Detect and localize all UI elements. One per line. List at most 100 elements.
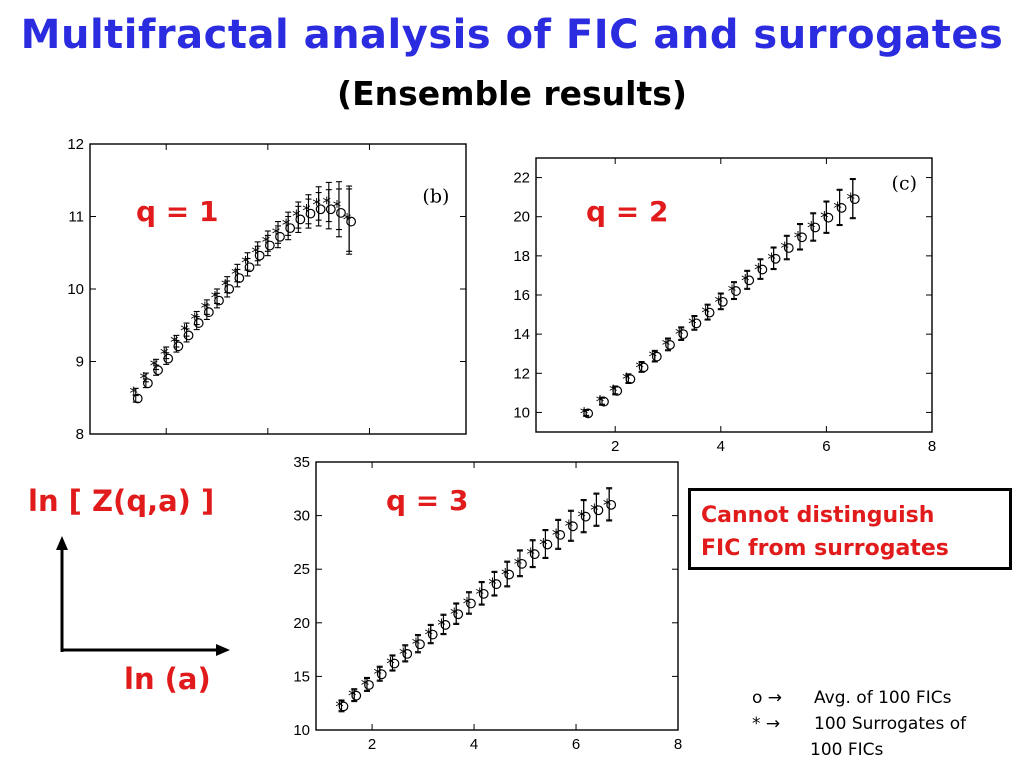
data-point-star: * (564, 517, 574, 537)
data-point-circle (770, 253, 781, 264)
y-tick-label: 20 (293, 615, 310, 632)
data-point-circle (440, 620, 451, 630)
data-point-star: * (334, 697, 344, 717)
data-point-star: * (301, 201, 311, 221)
callout-line-1: Cannot distinguish (701, 503, 935, 528)
data-point-star: * (190, 310, 200, 330)
data-point-circle (254, 250, 265, 261)
data-point-star: * (538, 535, 548, 555)
y-tick-label: 8 (76, 426, 84, 443)
data-point-star: * (200, 299, 210, 319)
y-tick-label: 12 (67, 136, 84, 153)
data-point-circle (678, 329, 689, 340)
y-tick-label: 14 (513, 326, 530, 343)
data-point-circle (285, 223, 296, 233)
data-point-circle (336, 207, 346, 218)
chart-q2: 10 12 14 16 18 20 22 2 4 6 8 * * * * * * * * * * * * * * * * * * * * *(… (513, 148, 948, 468)
data-point-circle (717, 296, 728, 307)
data-point-circle (305, 208, 316, 219)
data-point-star: * (360, 676, 370, 696)
data-point-circle (214, 295, 224, 306)
data-point-star: * (500, 565, 510, 585)
data-point-star: * (411, 635, 421, 655)
data-point-star: * (608, 382, 618, 402)
y-tick-label: 15 (293, 668, 310, 685)
data-point-circle (315, 204, 326, 215)
data-point-star: * (230, 265, 240, 285)
data-point-star: * (149, 356, 159, 376)
y-tick-label: 18 (513, 248, 530, 265)
data-point-circle (478, 588, 489, 599)
data-point-circle (529, 549, 540, 560)
data-point-circle (836, 203, 847, 213)
data-point-star: * (589, 501, 599, 521)
data-point-circle (466, 598, 476, 609)
y-tick-label: 9 (76, 354, 84, 371)
data-point-star: * (398, 645, 408, 665)
y-tick-label: 12 (513, 365, 530, 382)
data-point-star: * (526, 545, 536, 565)
data-point-star: * (766, 250, 776, 270)
panel-label: (b) (422, 186, 449, 208)
plot-frame (315, 461, 679, 731)
data-point-star: * (342, 211, 352, 231)
data-point-circle (797, 232, 807, 243)
data-point-star: * (551, 526, 561, 546)
data-point-star: * (210, 288, 220, 308)
data-point-circle (606, 499, 617, 510)
data-point-circle (849, 194, 860, 204)
data-point-star: * (579, 404, 589, 424)
data-point-star: * (687, 314, 697, 334)
data-point-star: * (740, 271, 750, 291)
data-point-star: * (595, 393, 605, 413)
data-point-star: * (436, 616, 446, 636)
data-point-star: * (332, 198, 342, 218)
data-point-circle (244, 262, 255, 273)
data-point-circle (517, 558, 527, 569)
data-point-circle (704, 307, 715, 318)
data-point-circle (665, 340, 675, 350)
data-point-circle (153, 365, 163, 376)
slide-title: Multifractal analysis of FIC and surroga… (20, 12, 1004, 58)
data-point-star: * (634, 358, 644, 378)
x-tick-label: 8 (928, 438, 936, 455)
y-tick-label: 25 (293, 561, 310, 578)
data-point-star: * (806, 219, 816, 239)
data-point-star: * (169, 333, 179, 353)
y-tick-label: 10 (67, 281, 84, 298)
y-tick-label: 16 (513, 287, 530, 304)
data-point-circle (491, 579, 502, 590)
x-tick-label: 2 (368, 736, 376, 753)
y-tick-label: 22 (513, 170, 530, 187)
data-point-circle (295, 214, 306, 225)
marker-legend: o → Avg. of 100 FICs * → 100 Surrogates of… (752, 685, 966, 763)
data-point-star: * (727, 282, 737, 302)
data-point-circle (234, 273, 245, 284)
y-tick-label: 10 (293, 722, 310, 739)
data-point-circle (325, 204, 336, 215)
data-point-star: * (240, 253, 250, 273)
data-point-star: * (251, 243, 261, 263)
data-point-circle (193, 318, 204, 328)
data-point-circle (744, 275, 755, 286)
data-point-star: * (220, 277, 230, 297)
data-point-star: * (261, 233, 271, 253)
data-point-circle (823, 212, 834, 223)
data-point-star: * (139, 369, 149, 389)
x-tick-label: 6 (572, 736, 580, 753)
legend-row-star: * → 100 Surrogates of (752, 711, 966, 737)
data-point-circle (504, 569, 515, 580)
x-tick-label: 6 (822, 438, 830, 455)
x-tick-label: 8 (674, 736, 682, 753)
data-point-star: * (661, 336, 671, 356)
data-point-circle (810, 222, 821, 233)
conclusion-callout: Cannot distinguish FIC from surrogates (688, 488, 1012, 570)
legend-row-star-cont: 100 FICs (810, 740, 884, 760)
q1-label: q = 1 (136, 195, 219, 228)
legend-circle-text: Avg. of 100 FICs (814, 688, 952, 708)
slide-subtitle: (Ensemble results) (337, 74, 687, 113)
data-point-star: * (291, 207, 301, 227)
